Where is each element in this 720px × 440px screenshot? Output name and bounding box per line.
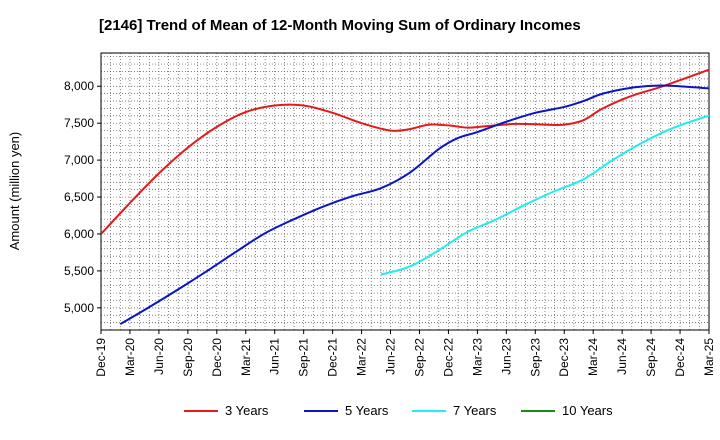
x-tick-label: Jun-22	[384, 338, 398, 375]
y-tick-label: 7,000	[64, 153, 94, 167]
y-tick-label: 6,500	[64, 190, 94, 204]
x-tick-label: Dec-19	[94, 338, 108, 377]
y-tick-label: 7,500	[64, 116, 94, 130]
x-tick-label: Jun-21	[268, 338, 282, 375]
y-tick-label: 8,000	[64, 79, 94, 93]
x-tick-label: Mar-20	[123, 338, 137, 376]
y-axis-label: Amount (million yen)	[7, 132, 22, 251]
x-tick-label: Jun-20	[152, 338, 166, 375]
x-tick-label: Dec-20	[210, 338, 224, 377]
x-tick-label: Dec-23	[557, 338, 571, 377]
plot-area: 5,000 5,500 6,000 6,500 7,000 7,500 8,000 Dec-1…	[64, 52, 716, 377]
x-tick-label: Dec-22	[441, 338, 455, 377]
y-tick-label: 5,000	[64, 301, 94, 315]
x-tick-label: Mar-22	[355, 338, 369, 376]
chart-title: [2146] Trend of Mean of 12-Month Moving …	[99, 17, 581, 34]
series-line-5-years	[119, 84, 709, 325]
x-tick-label: Mar-24	[586, 338, 600, 376]
x-tick-label: Sep-21	[297, 338, 311, 377]
x-tick-label: Sep-23	[528, 338, 542, 377]
x-tick-label: Sep-20	[181, 338, 195, 377]
legend-label-3-years: 3 Years	[225, 403, 269, 418]
x-tick-label: Jun-23	[499, 338, 513, 375]
legend-label-5-years: 5 Years	[345, 403, 389, 418]
legend-label-10-years: 10 Years	[562, 403, 613, 418]
x-tick-label: Dec-21	[326, 338, 340, 377]
series-line-3-years	[101, 68, 709, 235]
legend: 3 Years 5 Years 7 Years 10 Years	[184, 403, 613, 418]
y-tick-label: 5,500	[64, 264, 94, 278]
x-tick-label: Sep-22	[412, 338, 426, 377]
legend-label-7-years: 7 Years	[453, 403, 497, 418]
x-tick-label: Jun-24	[615, 338, 629, 375]
x-tick-label: Mar-25	[702, 338, 716, 376]
series-line-7-years	[380, 114, 709, 276]
plot-background	[101, 53, 709, 330]
x-tick-label: Sep-24	[644, 338, 658, 377]
x-tick-label: Mar-21	[239, 338, 253, 376]
x-tick-label: Dec-24	[673, 338, 687, 377]
y-tick-label: 6,000	[64, 227, 94, 241]
x-tick-label: Mar-23	[470, 338, 484, 376]
plot-frame	[100, 52, 710, 331]
